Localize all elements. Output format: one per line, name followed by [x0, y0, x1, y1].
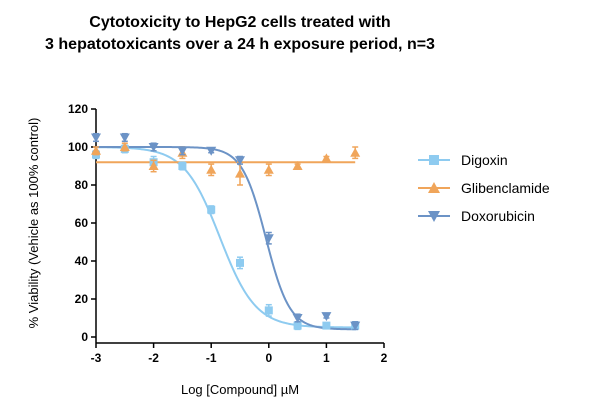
- fit-curves: [95, 146, 356, 331]
- data-point: [322, 321, 331, 330]
- data-point: [119, 133, 130, 143]
- y-axis-label: % Viability (Vehicle as 100% control): [26, 118, 41, 329]
- data-point: [321, 153, 332, 163]
- data-point: [350, 321, 361, 331]
- y-tick-label: 60: [75, 216, 89, 230]
- data-point: [91, 145, 101, 155]
- data-points: [91, 132, 361, 331]
- data-point: [206, 164, 217, 174]
- axes: 0 20 40 60 80 100 120 -3 -2 -1 0 1 2: [68, 102, 388, 365]
- legend-label: Glibenclamide: [461, 180, 550, 196]
- data-point: [148, 161, 159, 170]
- y-tick-label: 20: [75, 292, 89, 306]
- data-point: [293, 321, 302, 330]
- chart-title-line-1: Cytotoxicity to HepG2 cells treated with: [89, 14, 390, 31]
- x-tick-label: 2: [381, 351, 388, 365]
- data-point: [321, 312, 332, 322]
- data-point: [148, 143, 159, 152]
- data-point: [119, 142, 130, 151]
- data-point: [292, 161, 303, 170]
- data-point: [263, 164, 274, 174]
- legend-label: Doxorubicin: [461, 208, 535, 224]
- x-tick-label: -3: [91, 351, 102, 365]
- data-point: [235, 156, 245, 166]
- fit-curve-doxorubicin: [96, 146, 356, 331]
- data-point: [264, 306, 273, 315]
- x-tick-label: 0: [265, 351, 272, 365]
- x-tick-label: -1: [206, 351, 217, 365]
- data-point: [177, 146, 188, 156]
- legend-marker: [428, 211, 440, 222]
- legend-marker: [428, 182, 440, 193]
- y-tick-label: 40: [75, 254, 89, 268]
- data-point: [235, 168, 245, 178]
- legend-marker: [429, 155, 439, 165]
- data-point: [350, 147, 361, 157]
- x-axis-label: Log [Compound] µM: [181, 382, 299, 397]
- data-point: [91, 133, 101, 143]
- y-tick-label: 100: [68, 140, 88, 154]
- legend: Digoxin Glibenclamide Doxorubicin: [418, 152, 550, 224]
- y-tick-label: 120: [68, 102, 88, 116]
- x-tick-label: 1: [323, 351, 330, 365]
- chart-title-line-2: 3 hepatotoxicants over a 24 h exposure p…: [45, 36, 435, 53]
- y-tick-label: 0: [81, 330, 88, 344]
- data-point: [292, 314, 303, 323]
- fit-curve-digoxin: [95, 146, 356, 329]
- legend-label: Digoxin: [461, 152, 508, 168]
- data-point: [178, 162, 187, 170]
- x-tick-label: -2: [148, 351, 159, 365]
- data-point: [236, 258, 244, 267]
- data-point: [207, 205, 216, 214]
- y-tick-label: 80: [75, 178, 89, 192]
- data-point: [206, 146, 217, 156]
- data-point: [263, 234, 274, 244]
